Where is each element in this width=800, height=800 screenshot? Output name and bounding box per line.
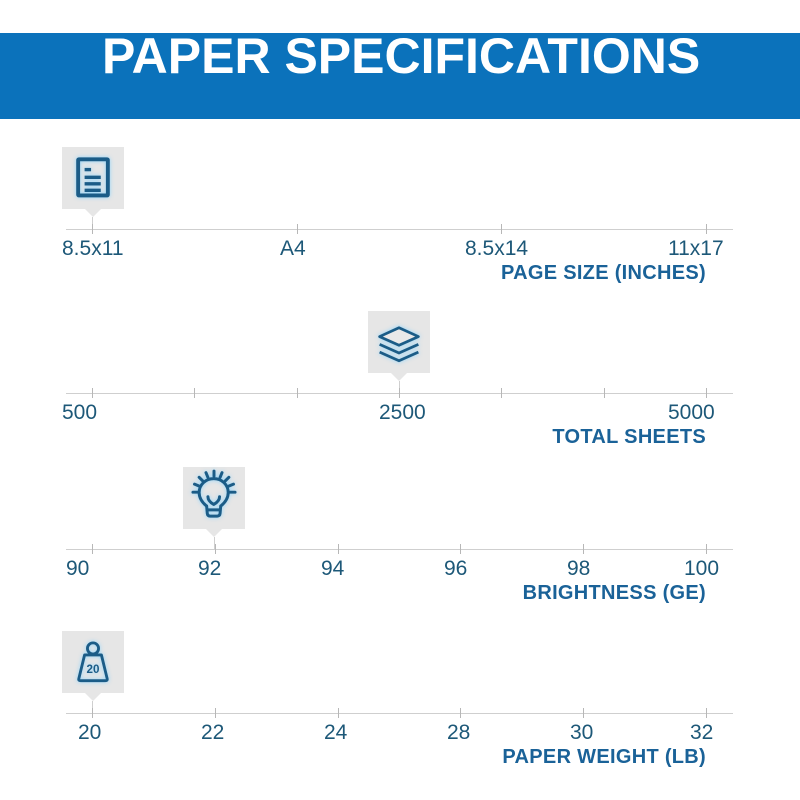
svg-text:20: 20	[87, 663, 100, 676]
